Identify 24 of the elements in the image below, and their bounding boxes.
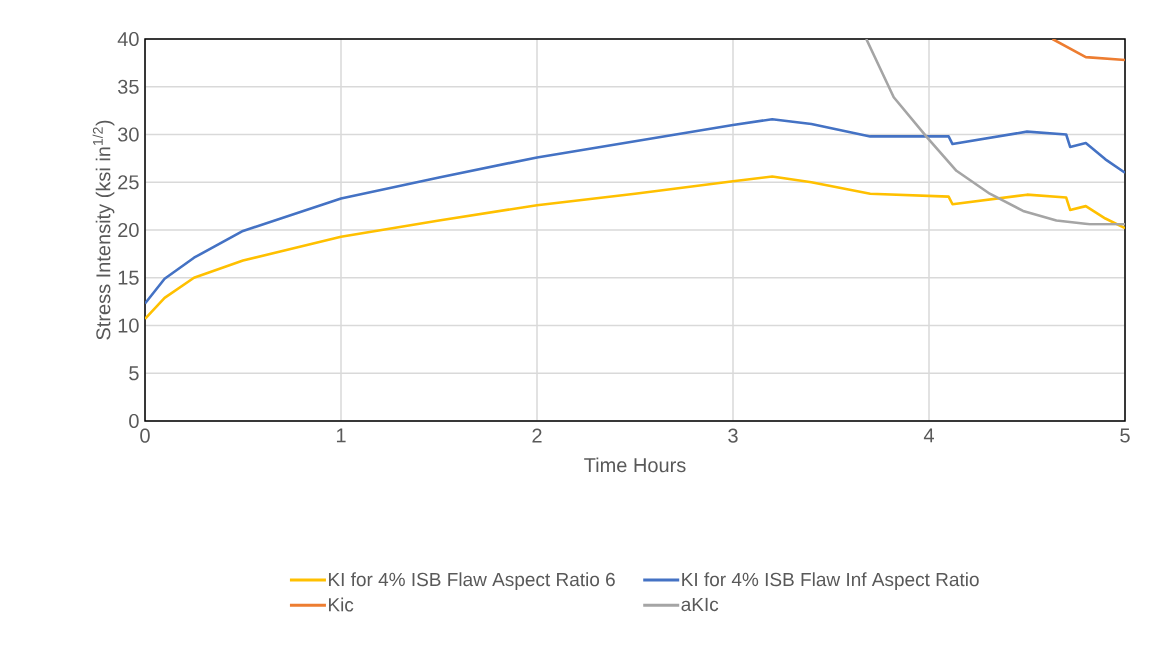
- x-tick-label: 2: [532, 428, 542, 443]
- legend-label: KI for 4% ISB Flaw Aspect Ratio 6: [328, 572, 615, 590]
- y-axis-title: Stress Intensity (ksi in$^{1/2}$): [92, 120, 115, 340]
- y-tick-label: 20: [118, 222, 139, 238]
- x-tick-label: 5: [1120, 428, 1130, 443]
- line-series: [864, 39, 1126, 226]
- y-tick-label: 5: [129, 366, 139, 381]
- line-series: [145, 117, 1126, 305]
- x-tick-label: 3: [728, 428, 738, 443]
- y-tick-label: 15: [118, 270, 139, 285]
- x-tick-label: 1: [336, 428, 346, 443]
- legend-label: Kic: [328, 597, 354, 612]
- line-series: [145, 175, 1126, 321]
- x-tick-label: 0: [140, 428, 150, 443]
- legend-label: aKIc: [681, 597, 719, 612]
- y-tick-label: 25: [118, 175, 139, 190]
- y-tick-label: 35: [117, 79, 139, 94]
- legend-label: KI for 4% ISB Flaw Inf Aspect Ratio: [682, 572, 979, 590]
- x-axis-title: Time Hours: [584, 457, 686, 473]
- x-tick-label: 4: [923, 428, 934, 443]
- y-tick-label: 30: [117, 127, 139, 142]
- y-tick-label: 0: [129, 413, 139, 429]
- y-tick-label: 40: [117, 31, 139, 47]
- y-tick-label: 10: [118, 318, 139, 333]
